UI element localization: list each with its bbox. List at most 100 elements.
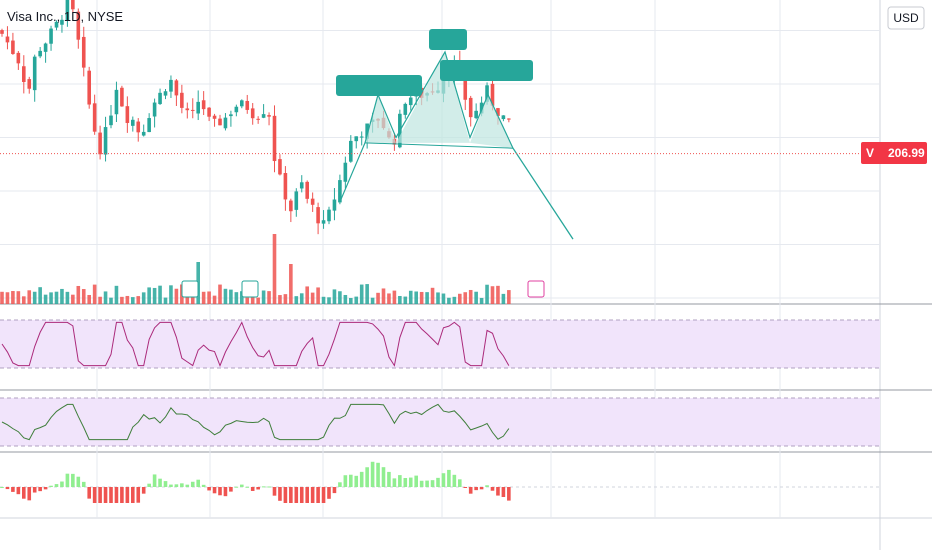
hist-bar	[207, 487, 211, 491]
candle-body	[479, 102, 484, 114]
volume-bar	[283, 294, 288, 304]
hist-bar	[256, 487, 260, 490]
volume-bar	[136, 296, 141, 304]
candle-body	[468, 97, 473, 118]
hist-bar	[152, 474, 157, 487]
volume-bar	[272, 234, 277, 304]
hist-bar	[343, 475, 348, 487]
volume-bar	[32, 291, 37, 304]
candle-body	[163, 91, 168, 96]
hist-bar	[430, 480, 435, 487]
volume-bar	[87, 294, 91, 304]
candle-body	[261, 114, 266, 118]
candle-body	[54, 21, 59, 28]
hist-bar	[65, 473, 70, 487]
hist-bar	[174, 484, 179, 487]
volume-bar	[452, 296, 457, 304]
hist-bar	[289, 487, 293, 503]
volume-bar	[65, 291, 70, 304]
candle-body	[125, 106, 130, 123]
currency-button[interactable]: USD	[887, 6, 925, 30]
hist-bar	[392, 478, 397, 487]
volume-bar	[109, 297, 113, 304]
pattern-fill	[365, 94, 396, 143]
candle-body	[338, 180, 342, 203]
candle-body	[103, 127, 108, 155]
volume-bar	[207, 291, 211, 304]
volume-bar	[490, 286, 495, 304]
pattern-label-box	[336, 75, 422, 96]
hist-bar	[16, 487, 21, 495]
volume-bar	[425, 292, 429, 304]
volume-bar	[98, 296, 102, 304]
volume-bar	[27, 290, 32, 304]
hist-bar	[338, 482, 342, 487]
candle-body	[278, 159, 282, 175]
pattern-fill	[470, 94, 513, 149]
volume-bar	[370, 297, 375, 304]
volume-bar	[76, 285, 81, 304]
hist-bar	[27, 487, 32, 501]
hist-bar	[114, 487, 119, 503]
candle-body	[158, 92, 162, 105]
volume-bar	[468, 289, 473, 304]
volume-bar	[392, 290, 397, 304]
hist-bar	[98, 487, 102, 503]
volume-bar	[387, 293, 391, 304]
candle-body	[201, 100, 206, 110]
candle-body	[196, 101, 200, 114]
pattern-label-box	[429, 29, 467, 50]
volume-bar	[332, 289, 337, 304]
volume-bar	[310, 292, 315, 304]
candle-body	[11, 40, 15, 54]
hist-bar	[240, 484, 244, 487]
volume-bar	[419, 291, 424, 304]
hist-bar	[381, 467, 386, 487]
candle-body	[283, 173, 288, 200]
hist-bar	[359, 471, 364, 487]
volume-bar	[403, 296, 408, 304]
volume-bar	[447, 297, 451, 304]
hist-bar	[299, 487, 304, 503]
volume-bar	[92, 284, 97, 304]
hist-bar	[354, 475, 359, 487]
hist-bar	[332, 487, 337, 494]
hist-bar	[365, 467, 369, 487]
candle-body	[496, 108, 500, 116]
candle-body	[490, 83, 495, 106]
hist-bar	[76, 476, 81, 487]
hist-bar	[370, 461, 375, 487]
volume-bar	[327, 297, 331, 304]
hist-bar	[441, 473, 446, 487]
hist-bar	[376, 462, 380, 487]
volume-bar	[49, 292, 53, 304]
hist-bar	[316, 487, 320, 503]
candle-body	[136, 121, 141, 133]
candle-body	[272, 115, 277, 162]
hist-bar	[218, 487, 222, 496]
volume-bar	[120, 296, 124, 304]
hist-bar	[485, 485, 489, 487]
volume-bar	[245, 297, 250, 304]
hist-bar	[414, 475, 418, 487]
volume-bar	[294, 296, 299, 304]
volume-bar	[305, 286, 309, 304]
volume-bar	[267, 291, 271, 304]
candle-body	[207, 107, 211, 117]
candle-body	[65, 0, 70, 21]
candle-body	[223, 117, 228, 129]
candle-body	[22, 66, 26, 83]
volume-bar	[147, 287, 151, 304]
hist-bar	[250, 487, 255, 491]
hist-bar	[283, 487, 288, 503]
volume-bar	[240, 291, 244, 304]
candle-body	[354, 136, 359, 142]
volume-bar	[158, 285, 162, 304]
volume-bar	[218, 284, 222, 304]
candle-body	[212, 115, 217, 119]
volume-bar	[103, 291, 108, 304]
candle-body	[87, 70, 91, 105]
candle-body	[365, 123, 369, 139]
hist-bar	[60, 481, 64, 487]
